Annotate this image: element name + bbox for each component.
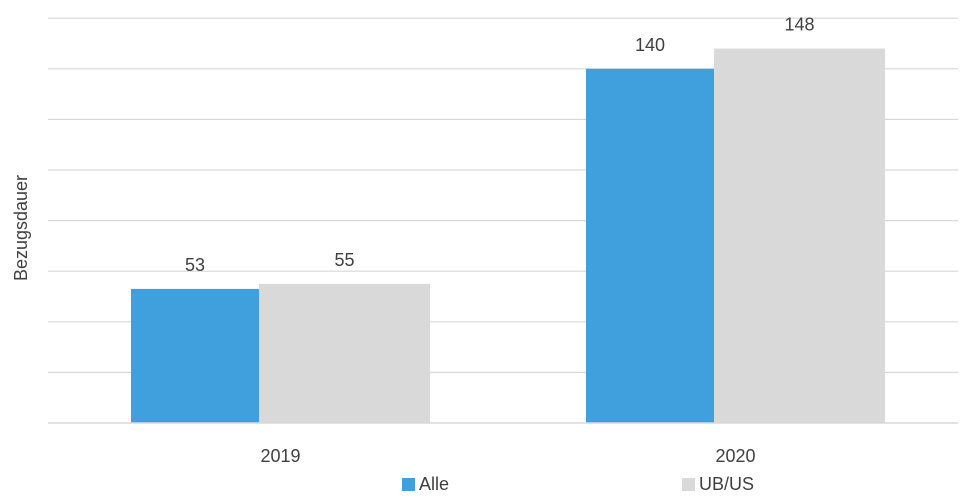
- data-labels: 53 55 140 148: [185, 15, 815, 275]
- legend-label-ub-us: UB/US: [699, 474, 754, 494]
- bar-ub-us-2020: [714, 48, 885, 424]
- data-label-alle-2020: 140: [635, 35, 665, 55]
- legend: Alle UB/US: [402, 474, 754, 494]
- bar-ub-us-2019: [259, 283, 430, 423]
- legend-swatch-ub-us: [682, 478, 695, 491]
- bar-alle-2019: [131, 288, 259, 423]
- x-tick-label-2020: 2020: [715, 446, 755, 466]
- data-label-ub-us-2019: 55: [334, 250, 354, 270]
- bar-alle-2020: [586, 68, 714, 424]
- legend-label-alle: Alle: [419, 474, 449, 494]
- legend-swatch-alle: [402, 478, 415, 491]
- x-tick-labels: 2019 2020: [260, 446, 755, 466]
- x-tick-label-2019: 2019: [260, 446, 300, 466]
- bars: [131, 48, 885, 424]
- data-label-alle-2019: 53: [185, 255, 205, 275]
- data-label-ub-us-2020: 148: [784, 15, 814, 35]
- y-axis-title: Bezugsdauer: [11, 175, 31, 281]
